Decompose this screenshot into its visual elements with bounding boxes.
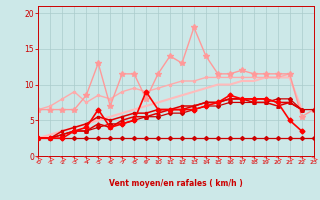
X-axis label: Vent moyen/en rafales ( km/h ): Vent moyen/en rafales ( km/h ) bbox=[109, 179, 243, 188]
